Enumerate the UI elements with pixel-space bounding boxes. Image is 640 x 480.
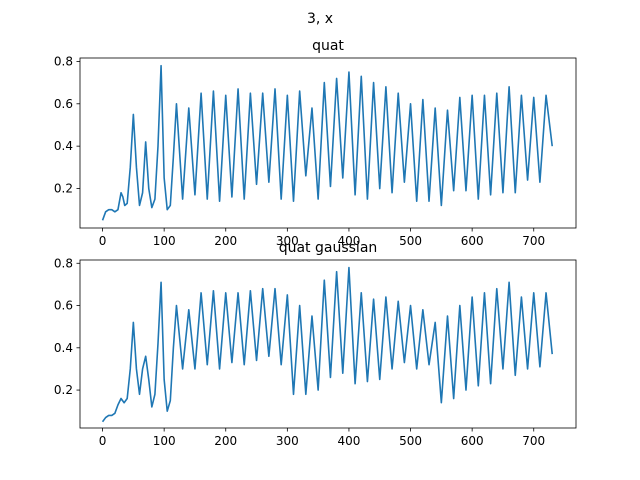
x-tick-label: 100	[153, 434, 176, 448]
y-tick-label: 0.4	[54, 341, 73, 355]
x-tick-label: 400	[337, 434, 360, 448]
line-layer	[101, 64, 554, 221]
y-tick-label: 0.6	[54, 97, 73, 111]
x-axis-ticks: 0 100 200 300 400 500 600 700	[99, 428, 545, 448]
subplot-quat-gaussian: quat gaussian 0 100 200 300 400 500 600 700 0.2…	[54, 240, 577, 448]
x-tick-label: 700	[522, 234, 545, 248]
y-tick-label: 0.4	[54, 139, 73, 153]
x-tick-label: 500	[399, 234, 422, 248]
series-line	[101, 266, 554, 423]
figure-suptitle: 3, x	[307, 11, 333, 27]
x-tick-label: 700	[522, 434, 545, 448]
y-tick-label: 0.6	[54, 299, 73, 313]
x-tick-label: 100	[153, 234, 176, 248]
x-tick-label: 200	[214, 234, 237, 248]
axes-frame	[79, 57, 577, 229]
subplot-title: quat	[312, 38, 344, 54]
subplot-quat: quat 0 100 200 300 400 500 600 700 0.2 0.4 0.6 0.8	[54, 38, 577, 248]
x-tick-label: 600	[461, 234, 484, 248]
x-tick-label: 500	[399, 434, 422, 448]
series-line	[101, 64, 554, 221]
y-tick-label: 0.8	[54, 54, 73, 68]
y-tick-label: 0.2	[54, 182, 73, 196]
y-tick-label: 0.8	[54, 256, 73, 270]
x-tick-label: 400	[337, 234, 360, 248]
x-tick-label: 600	[461, 434, 484, 448]
x-tick-label: 200	[214, 434, 237, 448]
x-tick-label: 0	[99, 434, 107, 448]
y-axis-ticks: 0.2 0.4 0.6 0.8	[54, 54, 80, 196]
x-axis-ticks: 0 100 200 300 400 500 600 700	[99, 228, 545, 248]
axes-frame	[79, 259, 577, 429]
x-tick-label: 300	[276, 234, 299, 248]
subplot-title: quat gaussian	[279, 240, 378, 256]
x-tick-label: 300	[276, 434, 299, 448]
line-layer	[101, 266, 554, 423]
x-tick-label: 0	[99, 234, 107, 248]
y-axis-ticks: 0.2 0.4 0.6 0.8	[54, 256, 80, 397]
y-tick-label: 0.2	[54, 383, 73, 397]
